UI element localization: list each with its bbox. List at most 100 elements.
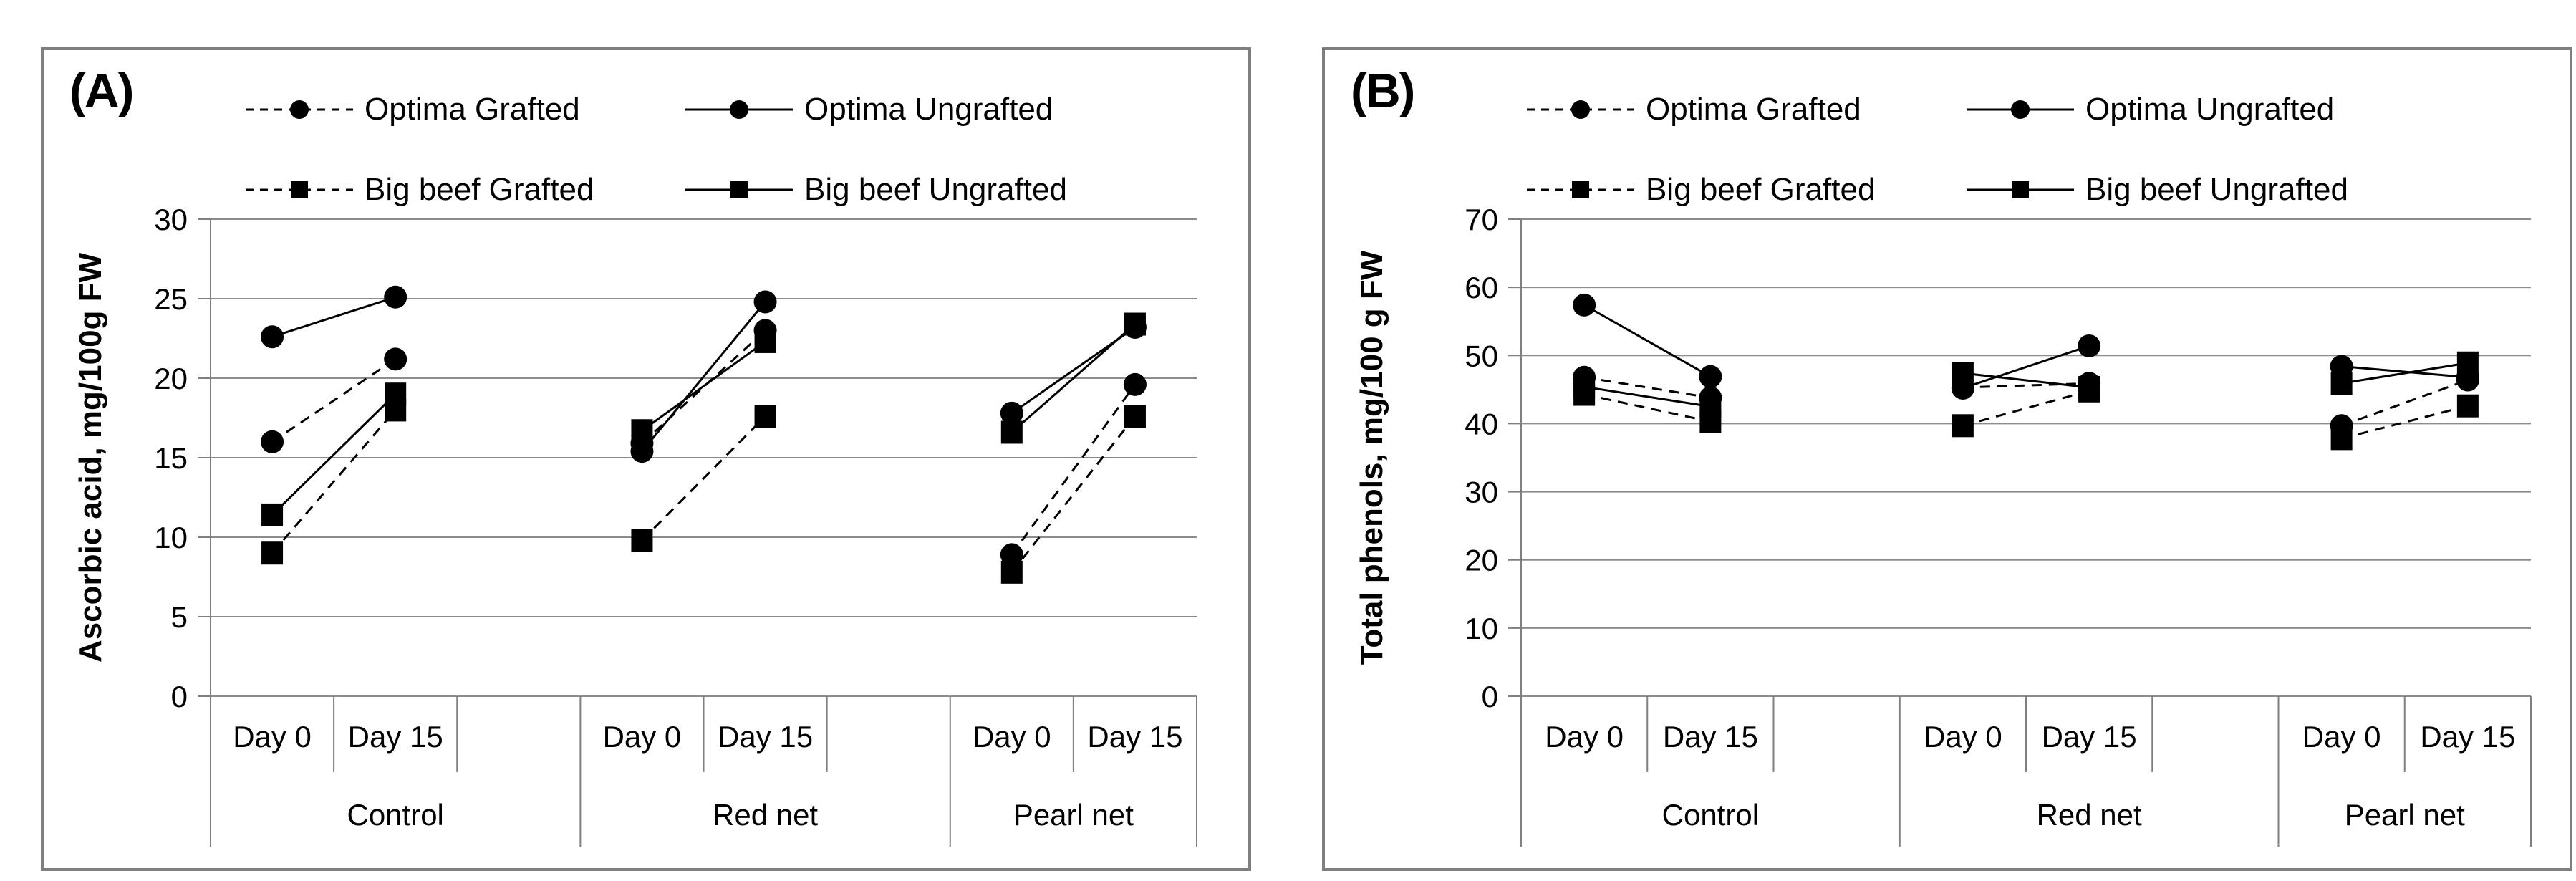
y-tick-label: 30 bbox=[154, 203, 188, 236]
data-point-square bbox=[2078, 376, 2100, 400]
legend-marker-circle-solid bbox=[685, 100, 793, 119]
y-tick-label: 0 bbox=[1482, 680, 1498, 713]
legend-item-optima-grafted: Optima Grafted bbox=[246, 92, 580, 127]
data-point-circle bbox=[1000, 401, 1023, 425]
legend-label: Optima Grafted bbox=[365, 92, 580, 127]
x-group-label: Red net bbox=[713, 798, 818, 832]
x-day-label: Day 0 bbox=[233, 720, 312, 754]
series-line bbox=[641, 340, 766, 432]
data-point-square bbox=[261, 541, 284, 565]
y-tick-label: 0 bbox=[171, 680, 188, 713]
legend-label: Big beef Ungrafted bbox=[804, 172, 1067, 207]
series-line bbox=[2341, 379, 2469, 427]
legend-item-optima-grafted: Optima Grafted bbox=[1527, 92, 1861, 127]
data-point-circle bbox=[261, 325, 284, 349]
legend-item-bigbeef-grafted: Big beef Grafted bbox=[246, 172, 594, 208]
legend-label: Optima Grafted bbox=[1646, 92, 1861, 127]
data-point-square bbox=[754, 405, 776, 428]
legend-item-bigbeef-ungrafted: Big beef Ungrafted bbox=[685, 172, 1067, 208]
legend-item-optima-ungrafted: Optima Ungrafted bbox=[1967, 92, 2334, 127]
x-group-label: Control bbox=[1662, 798, 1759, 832]
x-day-label: Day 15 bbox=[2420, 720, 2515, 754]
data-point-square bbox=[385, 382, 407, 406]
data-point-square bbox=[1000, 420, 1023, 444]
legend-marker-square-dashed bbox=[1527, 181, 1634, 198]
series-line bbox=[1962, 390, 2090, 427]
x-day-label: Day 0 bbox=[1545, 720, 1624, 754]
x-day-label: Day 15 bbox=[1087, 720, 1182, 754]
y-tick-label: 60 bbox=[1465, 271, 1498, 304]
legend-label: Optima Ungrafted bbox=[804, 92, 1053, 127]
y-tick-label: 40 bbox=[1465, 407, 1498, 440]
data-point-square bbox=[1952, 362, 1974, 385]
panel-a-label: (A) bbox=[69, 64, 134, 118]
data-point-square bbox=[1124, 405, 1146, 428]
series-line bbox=[1010, 415, 1137, 573]
data-point-square bbox=[2330, 427, 2353, 451]
legend-item-bigbeef-ungrafted: Big beef Ungrafted bbox=[1967, 172, 2348, 208]
data-point-circle bbox=[630, 440, 654, 463]
data-point-circle bbox=[1123, 372, 1147, 396]
legend-marker-square-solid bbox=[1967, 181, 2074, 198]
data-point-square bbox=[1000, 560, 1023, 584]
y-tick-label: 10 bbox=[154, 521, 188, 554]
chart-b-canvas: 0 10 20 30 40 50 60 70 Day 0 Day 15 Day 0 Day 15 Day… bbox=[1325, 50, 2570, 863]
y-tick-label: 15 bbox=[154, 441, 188, 475]
x-day-label: Day 0 bbox=[603, 720, 682, 754]
data-point-square bbox=[631, 529, 653, 552]
data-point-square bbox=[2456, 351, 2479, 375]
series-line bbox=[1583, 393, 1711, 423]
data-point-circle bbox=[1000, 543, 1023, 567]
data-point-circle bbox=[1699, 365, 1722, 388]
data-point-square bbox=[1124, 312, 1146, 336]
legend-item-bigbeef-grafted: Big beef Grafted bbox=[1527, 172, 1875, 208]
y-tick-label: 50 bbox=[1465, 339, 1498, 372]
data-point-square bbox=[1699, 395, 1722, 418]
y-tick-label: 70 bbox=[1465, 203, 1498, 236]
series-line bbox=[2341, 365, 2469, 379]
series-line bbox=[641, 301, 766, 453]
legend-label: Optima Ungrafted bbox=[2085, 92, 2335, 127]
panel-b: 0 10 20 30 40 50 60 70 Day 0 Day 15 Day 0 Day 15 Day… bbox=[1322, 47, 2572, 871]
y-tick-label: 30 bbox=[1465, 476, 1498, 509]
series-line bbox=[271, 358, 397, 443]
data-point-square bbox=[2456, 394, 2479, 418]
legend-label: Big beef Grafted bbox=[1646, 172, 1876, 207]
x-group-label: Control bbox=[347, 798, 443, 832]
series-line bbox=[2341, 405, 2469, 440]
data-point-circle bbox=[384, 285, 407, 309]
data-point-square bbox=[1573, 375, 1596, 399]
x-group-label: Red net bbox=[2037, 798, 2142, 832]
x-day-label: Day 15 bbox=[348, 720, 443, 754]
panel-a: 0 5 10 15 20 25 30 Day 0 Day 15 Day 0 Day 15 Day 0 D… bbox=[41, 47, 1251, 871]
series-line bbox=[271, 409, 397, 554]
data-point-circle bbox=[384, 347, 407, 371]
chart-plot: 0 10 20 30 40 50 60 70 Day 0 Day 15 Day 0 Day 15 Day… bbox=[1465, 203, 2532, 847]
legend-marker-square-dashed bbox=[246, 181, 353, 198]
legend-marker-circle-solid bbox=[1967, 100, 2074, 119]
series-line bbox=[1583, 304, 1712, 378]
series-line bbox=[1010, 323, 1136, 433]
chart-plot: 0 5 10 15 20 25 30 Day 0 Day 15 Day 0 Day 15 Day 0 D… bbox=[154, 203, 1197, 847]
y-tick-label: 10 bbox=[1465, 612, 1498, 645]
series-line bbox=[271, 296, 396, 338]
series-line bbox=[1583, 376, 1711, 399]
y-tick-label: 20 bbox=[1465, 544, 1498, 577]
panel-b-label: (B) bbox=[1351, 64, 1415, 118]
data-point-circle bbox=[2078, 334, 2101, 357]
data-point-square bbox=[754, 329, 776, 353]
series-line bbox=[271, 393, 397, 516]
x-day-label: Day 15 bbox=[2042, 720, 2137, 754]
legend-item-optima-ungrafted: Optima Ungrafted bbox=[685, 92, 1053, 127]
series-line bbox=[641, 329, 766, 445]
series-line bbox=[1962, 345, 2090, 390]
data-point-circle bbox=[753, 290, 777, 314]
legend-label: Big beef Grafted bbox=[365, 172, 594, 207]
chart-a-canvas: 0 5 10 15 20 25 30 Day 0 Day 15 Day 0 Day 15 Day 0 D… bbox=[44, 50, 1248, 863]
data-point-square bbox=[261, 503, 284, 526]
y-tick-label: 20 bbox=[154, 362, 188, 395]
data-point-square bbox=[1952, 414, 1974, 438]
x-day-label: Day 0 bbox=[2302, 720, 2381, 754]
x-day-label: Day 0 bbox=[1924, 720, 2002, 754]
data-point-circle bbox=[261, 430, 284, 453]
